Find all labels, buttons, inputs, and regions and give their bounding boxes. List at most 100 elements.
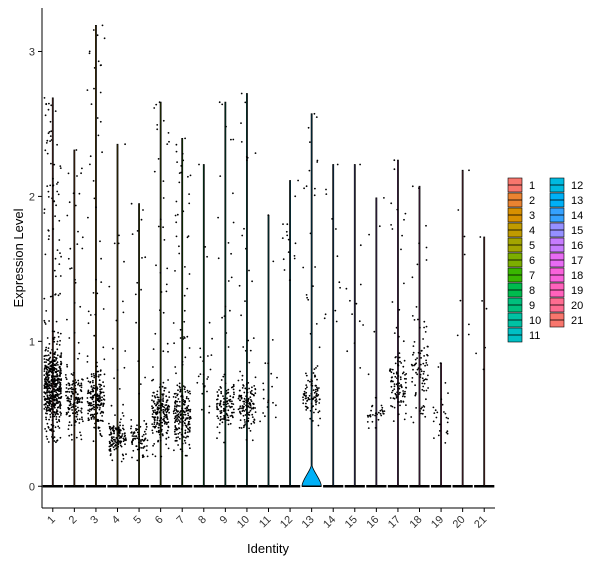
cell-point	[87, 402, 90, 404]
cell-point	[182, 210, 185, 213]
cell-point	[243, 397, 246, 400]
cell-point	[249, 406, 251, 409]
cell-point	[87, 380, 90, 383]
cell-point	[54, 364, 57, 366]
cell-point	[82, 378, 84, 381]
cell-point	[99, 369, 102, 372]
cell-point	[371, 404, 374, 407]
cell-point	[366, 421, 369, 423]
cell-point	[199, 356, 202, 358]
cell-point	[233, 391, 235, 394]
cell-point	[118, 428, 121, 431]
cell-point	[227, 409, 230, 412]
cell-point	[395, 372, 398, 375]
cell-point	[56, 378, 59, 381]
cell-point	[86, 361, 89, 363]
cell-point	[115, 319, 118, 322]
cell-point	[92, 292, 95, 294]
cell-point	[317, 411, 320, 414]
cell-point	[67, 172, 70, 175]
cell-point	[390, 385, 393, 388]
cell-point	[154, 426, 156, 429]
cell-point	[173, 449, 175, 452]
cell-point	[45, 310, 48, 312]
cell-point	[58, 419, 60, 421]
cell-point	[391, 391, 393, 394]
cell-point	[47, 370, 50, 372]
cell-point	[66, 397, 68, 400]
cell-point	[159, 411, 161, 414]
cell-point	[307, 379, 309, 382]
cell-point	[414, 358, 417, 361]
cell-point	[53, 368, 55, 371]
cell-point	[311, 406, 313, 409]
cell-point	[54, 413, 57, 416]
cell-point	[232, 396, 235, 399]
cell-point	[53, 381, 56, 383]
cell-point	[101, 396, 103, 399]
cell-point	[422, 405, 425, 407]
cell-point	[286, 223, 289, 226]
cell-point	[245, 247, 247, 250]
cell-point	[115, 447, 118, 449]
cell-point	[117, 426, 120, 429]
cell-point	[399, 376, 402, 379]
cell-point	[173, 392, 176, 395]
cell-point	[220, 411, 223, 414]
cell-point	[51, 434, 54, 436]
cell-point	[426, 364, 429, 366]
cell-point	[412, 421, 415, 424]
cell-point	[53, 269, 56, 272]
cell-point	[53, 436, 56, 438]
cell-point	[50, 104, 53, 107]
cell-point	[219, 410, 222, 412]
cell-point	[425, 325, 428, 328]
cell-point	[420, 357, 422, 359]
cell-point	[402, 400, 405, 403]
cell-point	[111, 437, 114, 440]
cell-point	[209, 368, 212, 371]
cell-point	[390, 224, 392, 226]
cell-point	[421, 388, 424, 391]
cell-point	[307, 126, 310, 129]
cell-point	[241, 410, 244, 412]
cell-point	[156, 422, 159, 424]
cell-point	[172, 412, 175, 415]
cell-point	[131, 233, 134, 236]
cell-point	[297, 179, 299, 182]
cell-point	[189, 410, 192, 413]
cell-point	[86, 397, 89, 399]
cell-point	[187, 427, 189, 430]
cell-point	[243, 410, 246, 412]
cell-point	[210, 354, 213, 356]
cell-point	[440, 398, 443, 401]
cell-point	[46, 185, 49, 188]
cell-point	[93, 87, 95, 90]
cell-point	[93, 376, 96, 379]
cell-point	[238, 284, 241, 287]
cell-point	[93, 418, 95, 420]
cell-point	[70, 386, 73, 389]
cell-point	[243, 227, 245, 230]
cell-point	[241, 374, 244, 377]
cell-point	[60, 395, 63, 398]
cell-point	[152, 444, 155, 447]
cell-point	[188, 193, 191, 196]
cell-point	[91, 407, 93, 410]
cell-point	[59, 402, 62, 404]
cell-point	[133, 431, 135, 434]
cell-point	[139, 425, 142, 428]
legend-label-13: 13	[571, 195, 583, 207]
cell-point	[167, 350, 169, 353]
cell-point	[175, 372, 177, 375]
cell-point	[305, 185, 308, 188]
cell-point	[120, 418, 122, 421]
cell-point	[316, 161, 319, 163]
cell-point	[187, 404, 190, 407]
cell-point	[233, 411, 235, 414]
cell-point	[339, 286, 341, 289]
cell-point	[114, 445, 116, 447]
cell-point	[184, 429, 187, 432]
cell-point	[124, 437, 127, 440]
cell-point	[144, 433, 147, 435]
